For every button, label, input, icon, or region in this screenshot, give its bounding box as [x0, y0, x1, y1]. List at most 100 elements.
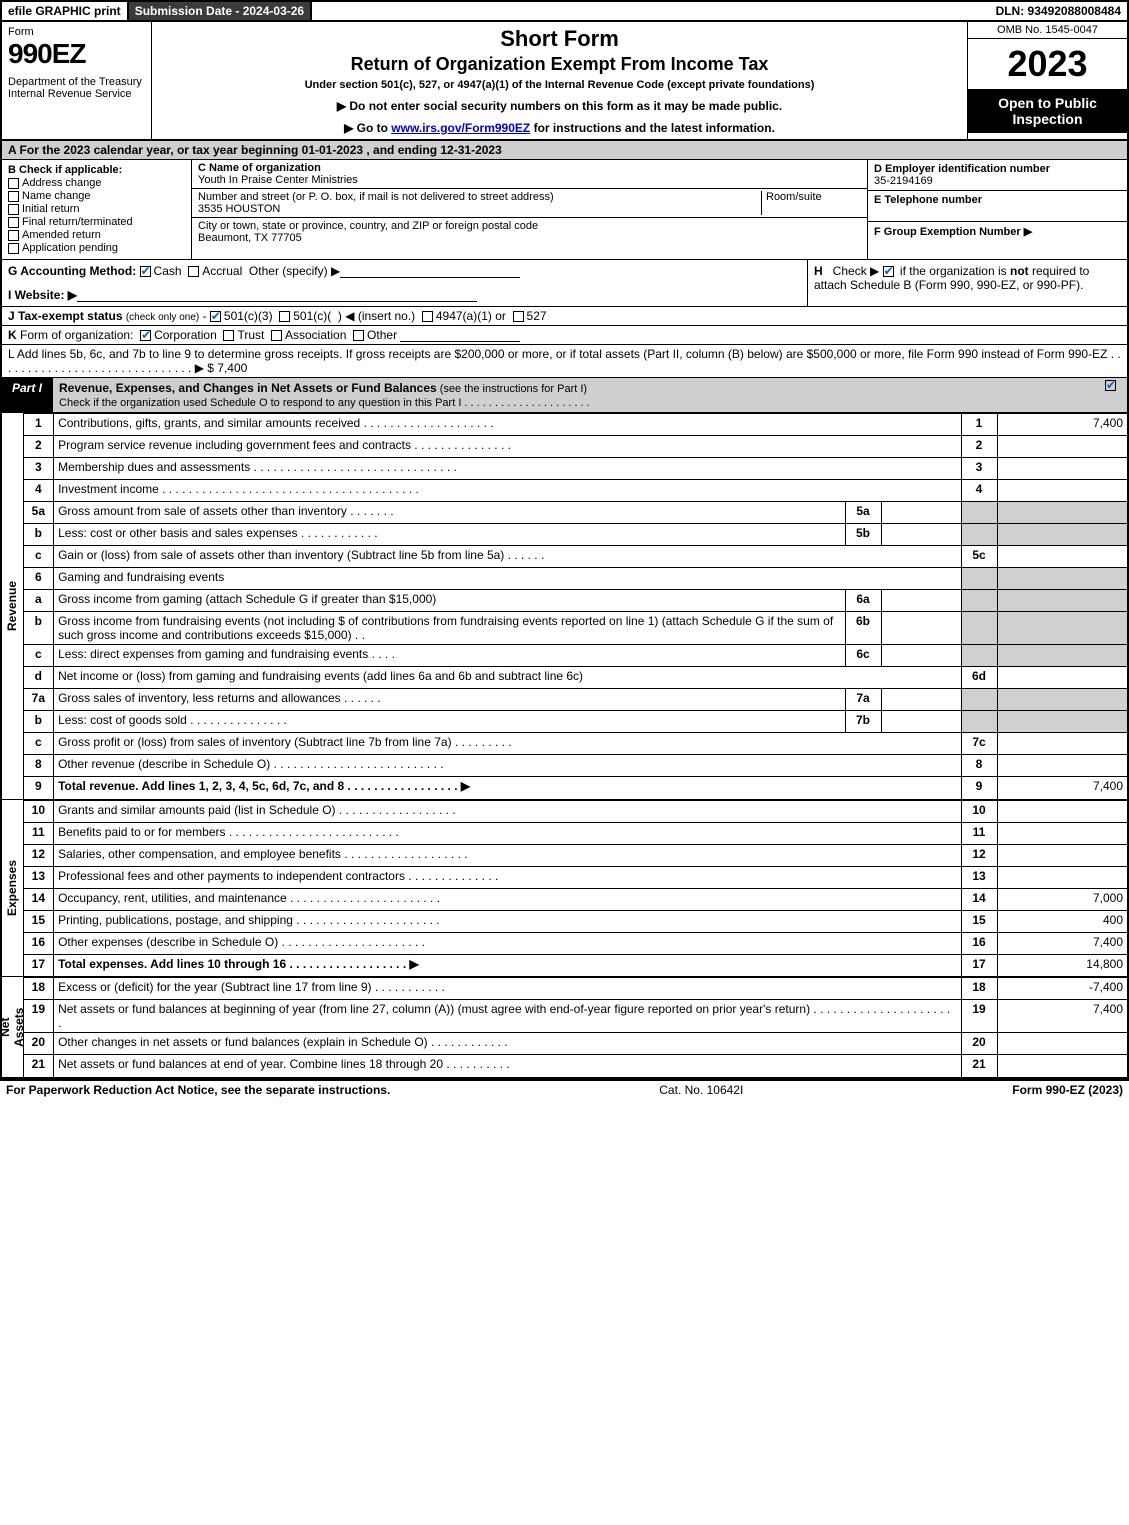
- other-org-input[interactable]: [400, 330, 520, 342]
- goto-suffix: for instructions and the latest informat…: [530, 121, 775, 135]
- street-value: 3535 HOUSTON: [198, 203, 280, 215]
- chk-initial-return[interactable]: Initial return: [8, 203, 185, 215]
- form-frame: Form 990EZ Department of the Treasury In…: [0, 22, 1129, 1081]
- expenses-label: Expenses: [2, 800, 24, 977]
- accrual-label: Accrual: [202, 264, 242, 278]
- netassets-table: 18Excess or (deficit) for the year (Subt…: [24, 977, 1127, 1077]
- line-20: 20Other changes in net assets or fund ba…: [24, 1033, 1127, 1055]
- line-2: 2Program service revenue including gover…: [24, 436, 1127, 458]
- line-11: 11Benefits paid to or for members . . . …: [24, 822, 1127, 844]
- footer-left: For Paperwork Reduction Act Notice, see …: [6, 1083, 390, 1097]
- goto-text: ▶ Go to: [344, 121, 391, 135]
- line-3: 3Membership dues and assessments . . . .…: [24, 458, 1127, 480]
- line-16: 16Other expenses (describe in Schedule O…: [24, 932, 1127, 954]
- irs-link[interactable]: www.irs.gov/Form990EZ: [391, 121, 530, 135]
- line-17: 17Total expenses. Add lines 10 through 1…: [24, 954, 1127, 976]
- line-15: 15Printing, publications, postage, and s…: [24, 910, 1127, 932]
- efile-print-button[interactable]: efile GRAPHIC print: [2, 2, 129, 20]
- netassets-section: Net Assets 18Excess or (deficit) for the…: [2, 977, 1127, 1079]
- gh-row: G Accounting Method: Cash Accrual Other …: [2, 260, 1127, 307]
- b-label: B Check if applicable:: [8, 164, 122, 176]
- line-5a: 5aGross amount from sale of assets other…: [24, 502, 1127, 524]
- line-j: J Tax-exempt status (check only one) - 5…: [2, 307, 1127, 326]
- part-i-tab: Part I: [2, 378, 53, 412]
- expenses-table: 10Grants and similar amounts paid (list …: [24, 800, 1127, 977]
- e-label: E Telephone number: [874, 194, 982, 206]
- c-name: C Name of organization Youth In Praise C…: [192, 160, 867, 189]
- city-value: Beaumont, TX 77705: [198, 232, 302, 244]
- chk-name-change[interactable]: Name change: [8, 190, 185, 202]
- chk-part-i-schedule-o[interactable]: [1105, 380, 1116, 391]
- chk-trust[interactable]: [223, 330, 234, 341]
- line-6a: aGross income from gaming (attach Schedu…: [24, 590, 1127, 612]
- room-label: Room/suite: [766, 191, 822, 203]
- footer-form: Form 990-EZ (2023): [1012, 1083, 1123, 1097]
- org-name: Youth In Praise Center Ministries: [198, 174, 358, 186]
- revenue-table: 1Contributions, gifts, grants, and simil…: [24, 413, 1127, 799]
- line-k: K Form of organization: Corporation Trus…: [2, 326, 1127, 345]
- line-7c: cGross profit or (loss) from sales of in…: [24, 733, 1127, 755]
- chk-amended-return[interactable]: Amended return: [8, 229, 185, 241]
- bc-row: B Check if applicable: Address change Na…: [2, 160, 1127, 260]
- line-6c: cLess: direct expenses from gaming and f…: [24, 645, 1127, 667]
- expenses-section: Expenses 10Grants and similar amounts pa…: [2, 800, 1127, 978]
- revenue-section: Revenue 1Contributions, gifts, grants, a…: [2, 413, 1127, 800]
- form-word: Form: [8, 26, 145, 38]
- part-i-title: Revenue, Expenses, and Changes in Net As…: [53, 378, 1097, 412]
- col-def: D Employer identification number 35-2194…: [867, 160, 1127, 259]
- h-schedule-b: H Check ▶ if the organization is not req…: [807, 260, 1127, 306]
- line-6: 6Gaming and fundraising events: [24, 568, 1127, 590]
- line-19: 19Net assets or fund balances at beginni…: [24, 1000, 1127, 1033]
- chk-cash[interactable]: [140, 266, 151, 277]
- e-phone: E Telephone number: [868, 191, 1127, 222]
- other-input[interactable]: [340, 266, 520, 278]
- footer: For Paperwork Reduction Act Notice, see …: [0, 1081, 1129, 1099]
- chk-501c3[interactable]: [210, 311, 221, 322]
- h-text: H Check ▶ if the organization is not req…: [814, 264, 1089, 292]
- c-street: Number and street (or P. O. box, if mail…: [192, 189, 867, 218]
- submission-date: Submission Date - 2024-03-26: [129, 2, 312, 20]
- line-10: 10Grants and similar amounts paid (list …: [24, 800, 1127, 822]
- line-5b: bLess: cost or other basis and sales exp…: [24, 524, 1127, 546]
- title-return: Return of Organization Exempt From Incom…: [162, 54, 957, 75]
- chk-application-pending[interactable]: Application pending: [8, 242, 185, 254]
- line-1: 1Contributions, gifts, grants, and simil…: [24, 414, 1127, 436]
- part-i-check-line: Check if the organization used Schedule …: [59, 397, 590, 409]
- note-ssn: ▶ Do not enter social security numbers o…: [162, 99, 957, 113]
- chk-527[interactable]: [513, 311, 524, 322]
- line-6d: dNet income or (loss) from gaming and fu…: [24, 667, 1127, 689]
- line-18: 18Excess or (deficit) for the year (Subt…: [24, 978, 1127, 1000]
- chk-501c[interactable]: [279, 311, 290, 322]
- f-label: F Group Exemption Number ▶: [874, 226, 1032, 238]
- part-i-checkbox-cell: [1097, 378, 1127, 412]
- chk-accrual[interactable]: [188, 266, 199, 277]
- form-header: Form 990EZ Department of the Treasury In…: [2, 22, 1127, 141]
- d-value: 35-2194169: [874, 175, 933, 187]
- chk-association[interactable]: [271, 330, 282, 341]
- subtitle: Under section 501(c), 527, or 4947(a)(1)…: [162, 79, 957, 91]
- line-9: 9Total revenue. Add lines 1, 2, 3, 4, 5c…: [24, 777, 1127, 799]
- line-4: 4Investment income . . . . . . . . . . .…: [24, 480, 1127, 502]
- line-5c: cGain or (loss) from sale of assets othe…: [24, 546, 1127, 568]
- revenue-label: Revenue: [2, 413, 24, 799]
- chk-address-change[interactable]: Address change: [8, 177, 185, 189]
- chk-final-return[interactable]: Final return/terminated: [8, 216, 185, 228]
- street-label: Number and street (or P. O. box, if mail…: [198, 191, 554, 203]
- line-21: 21Net assets or fund balances at end of …: [24, 1055, 1127, 1077]
- chk-4947[interactable]: [422, 311, 433, 322]
- title-short-form: Short Form: [162, 26, 957, 52]
- chk-corporation[interactable]: [140, 330, 151, 341]
- col-b: B Check if applicable: Address change Na…: [2, 160, 192, 259]
- chk-other-org[interactable]: [353, 330, 364, 341]
- i-website-label: I Website: ▶: [8, 288, 77, 302]
- header-left: Form 990EZ Department of the Treasury In…: [2, 22, 152, 139]
- department: Department of the Treasury Internal Reve…: [8, 76, 145, 100]
- website-input[interactable]: [77, 290, 477, 302]
- chk-schedule-b[interactable]: [883, 266, 894, 277]
- cash-label: Cash: [154, 264, 182, 278]
- c-city: City or town, state or province, country…: [192, 218, 867, 246]
- line-l: L Add lines 5b, 6c, and 7b to line 9 to …: [2, 345, 1127, 378]
- footer-cat-no: Cat. No. 10642I: [390, 1083, 1012, 1097]
- header-right: OMB No. 1545-0047 2023 Open to Public In…: [967, 22, 1127, 139]
- topbar-spacer: [312, 2, 989, 20]
